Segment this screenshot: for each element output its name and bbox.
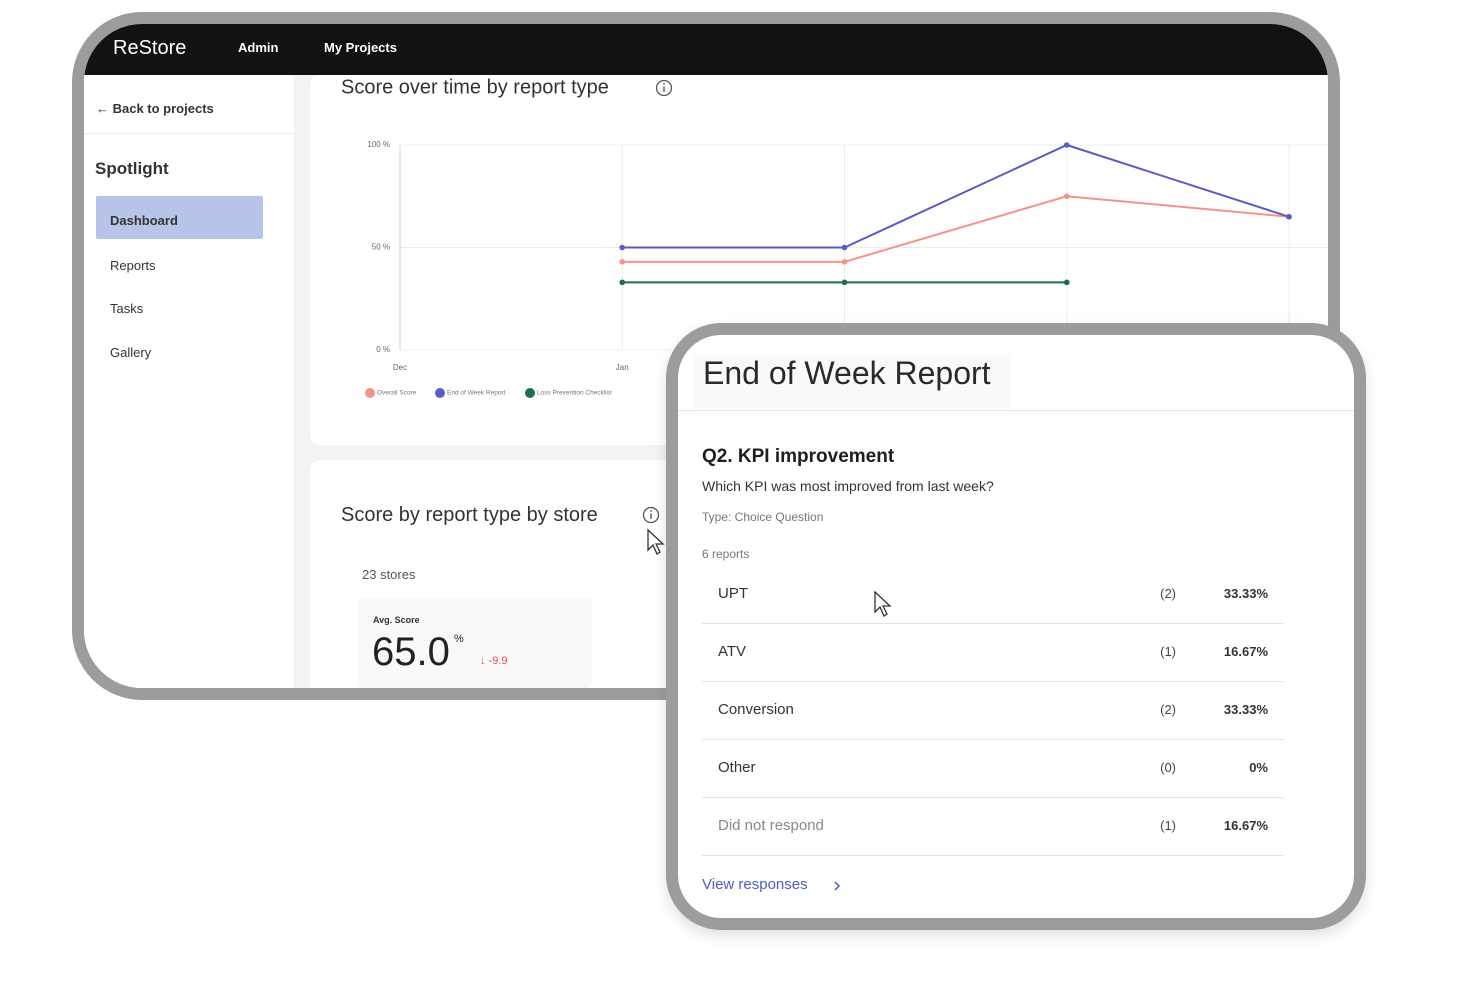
menu-item[interactable]: Gallery xyxy=(110,345,152,360)
divider xyxy=(84,133,294,134)
active-highlight xyxy=(96,196,263,239)
report-card: End of Week Report Q2. KPI improvement W… xyxy=(666,323,1366,930)
legend-label: Overall Score xyxy=(377,390,417,397)
section-title: Spotlight xyxy=(95,159,169,178)
y-tick-label: 0 % xyxy=(376,345,390,354)
answer-label: Conversion xyxy=(718,701,794,718)
store-count: 23 stores xyxy=(362,567,416,582)
legend-label: End of Week Report xyxy=(447,390,506,397)
x-tick-label: Dec xyxy=(393,363,407,372)
data-point xyxy=(619,259,626,265)
nav-bar: ReStore Admin My Projects xyxy=(84,24,1328,75)
y-tick-label: 50 % xyxy=(372,243,390,252)
chart: Score over time by report type 0 % 50 % 10… xyxy=(341,76,1328,398)
data-point xyxy=(619,279,626,286)
menu-item[interactable]: Tasks xyxy=(110,301,144,316)
back-link[interactable]: ← Back to projects xyxy=(96,101,214,116)
data-point xyxy=(1286,213,1292,220)
cursor-icon xyxy=(874,590,892,617)
info-icon[interactable] xyxy=(641,505,661,525)
answer-percent: 16.67% xyxy=(1223,644,1268,659)
answer-label: UPT xyxy=(718,585,748,602)
view-responses-link[interactable]: View responses xyxy=(702,876,808,893)
info-icon[interactable] xyxy=(655,79,673,97)
data-point xyxy=(841,259,848,265)
panel-title: Score by report type by store xyxy=(341,504,598,526)
nav-link[interactable]: My Projects xyxy=(324,40,397,55)
data-point xyxy=(1063,279,1070,286)
answer-label: Other xyxy=(718,759,756,776)
report-count: 6 reports xyxy=(702,547,750,561)
menu-item[interactable]: Reports xyxy=(110,258,156,273)
answer-count: (0) xyxy=(1160,760,1176,775)
stat-unit: % xyxy=(454,633,464,645)
legend-swatch xyxy=(435,388,445,398)
answer-count: (2) xyxy=(1160,702,1176,717)
data-point xyxy=(619,244,626,251)
answer-count: (2) xyxy=(1160,586,1176,601)
answer-count: (1) xyxy=(1160,818,1176,833)
chart-title: Score over time by report type xyxy=(341,76,609,98)
brand[interactable]: ReStore xyxy=(113,37,187,59)
question-type: Type: Choice Question xyxy=(702,510,824,524)
row-divider xyxy=(702,797,1284,798)
x-tick-label: Jan xyxy=(616,363,629,372)
sidebar: ← Back to projects Spotlight Dashboard Re… xyxy=(84,75,294,688)
question-prompt: Which KPI was most improved from last we… xyxy=(702,478,994,494)
answer-percent: 16.67% xyxy=(1223,818,1268,833)
data-point xyxy=(1063,142,1070,148)
question-title: Q2. KPI improvement xyxy=(702,446,895,467)
row-divider xyxy=(702,681,1284,682)
row-divider xyxy=(702,623,1284,624)
answer-count: (1) xyxy=(1160,644,1176,659)
legend-label: Loss Prevention Checklist xyxy=(537,390,612,397)
title-bg xyxy=(692,353,1012,409)
answer-label: ATV xyxy=(718,643,747,660)
divider xyxy=(678,410,1354,411)
data-point xyxy=(1063,193,1070,200)
y-tick-label: 100 % xyxy=(367,140,390,149)
stat-card: Avg. Score 65.0 % ↓ -9.9 xyxy=(357,598,592,688)
data-point xyxy=(841,244,848,251)
series-line xyxy=(622,195,1290,263)
row-divider xyxy=(702,855,1284,856)
row-divider xyxy=(702,739,1284,740)
nav-link[interactable]: Admin xyxy=(238,40,279,55)
cursor-icon xyxy=(647,528,665,555)
stat-value: 65.0 xyxy=(372,630,450,674)
answer-percent: 33.33% xyxy=(1223,586,1268,601)
menu-item[interactable]: Dashboard xyxy=(110,213,178,228)
legend-swatch xyxy=(525,388,535,398)
answer-percent: 0% xyxy=(1249,760,1268,775)
data-point xyxy=(841,279,848,286)
answer-label: Did not respond xyxy=(718,817,824,834)
series-line xyxy=(622,143,1290,249)
chevron-icon xyxy=(834,881,841,891)
answer-percent: 33.33% xyxy=(1223,702,1268,717)
card-title: End of Week Report xyxy=(703,355,991,391)
legend-swatch xyxy=(365,388,375,398)
stat-change: ↓ -9.9 xyxy=(480,655,508,667)
stat-label: Avg. Score xyxy=(373,615,420,625)
